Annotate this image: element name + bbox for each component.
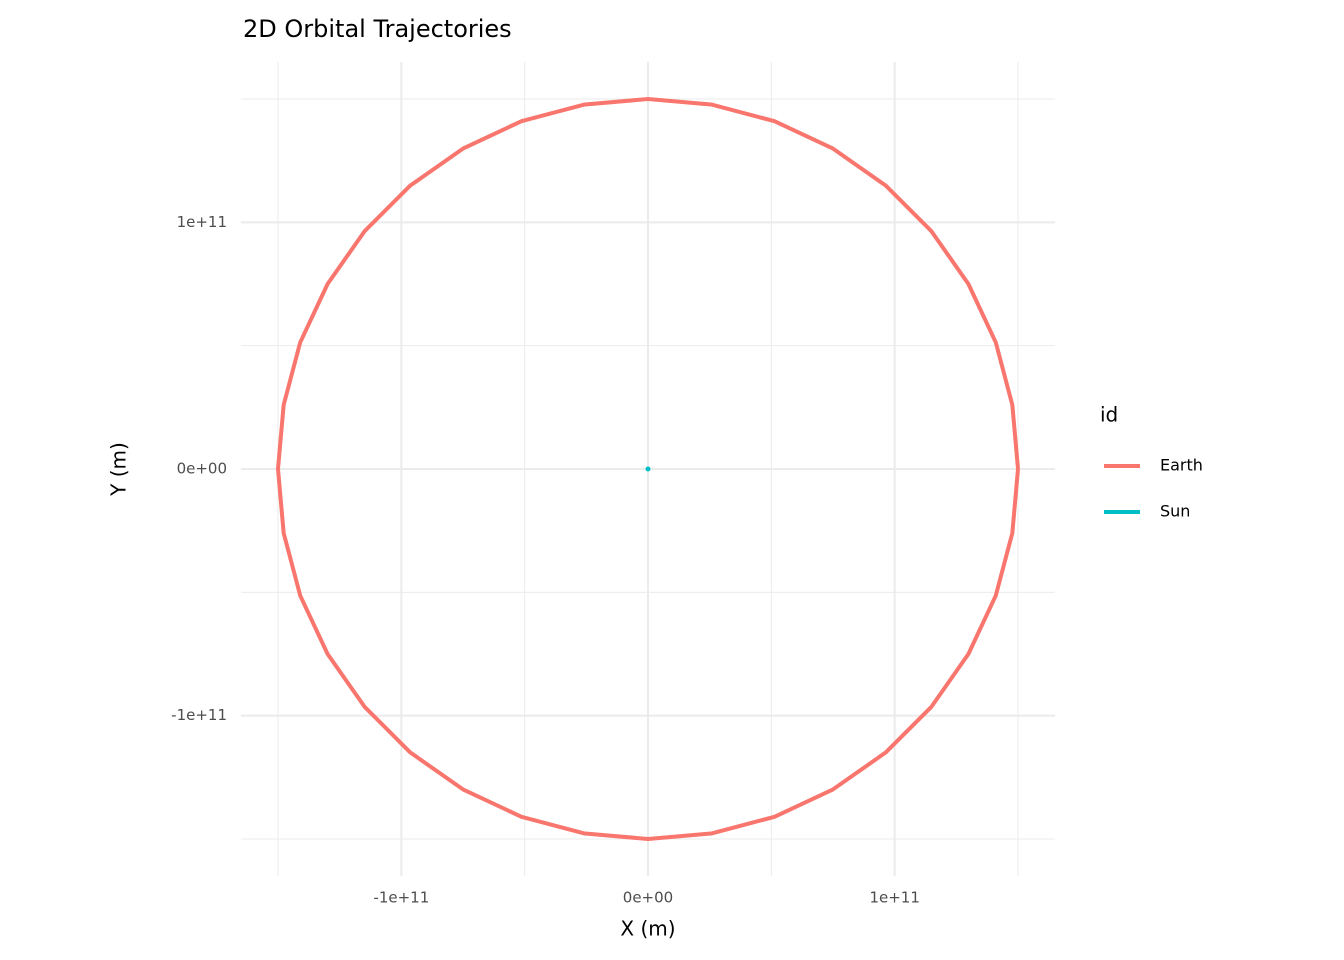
x-axis-title: X (m) [620, 917, 675, 941]
y-tick-label: 1e+11 [177, 213, 227, 231]
x-tick-label: 0e+00 [623, 889, 673, 907]
x-tick-label: -1e+11 [373, 889, 429, 907]
y-tick-label: 0e+00 [177, 460, 227, 478]
point [645, 466, 651, 472]
chart-title: 2D Orbital Trajectories [243, 15, 512, 43]
trajectory-line [276, 97, 1020, 841]
x-tick-label: 1e+11 [869, 889, 919, 907]
legend-label: Earth [1160, 456, 1203, 475]
y-axis-title: Y (m) [107, 442, 131, 497]
legend-label: Sun [1160, 502, 1190, 521]
y-tick-label: -1e+11 [171, 706, 227, 724]
legend-title: id [1100, 403, 1118, 427]
